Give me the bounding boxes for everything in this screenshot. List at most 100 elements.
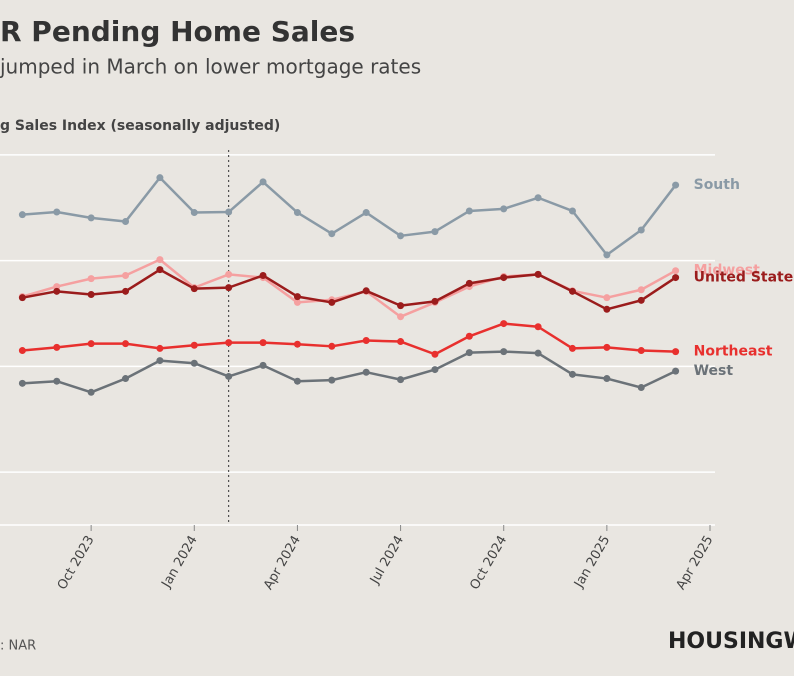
series-point (431, 366, 439, 374)
series-point (293, 340, 301, 348)
series-point (328, 298, 336, 306)
legend-label: Northeast (694, 344, 773, 360)
series-point (672, 367, 680, 375)
series-point (225, 270, 233, 278)
legend-label: United State (694, 270, 794, 286)
source: : NAR (0, 639, 36, 654)
series-point (156, 266, 164, 274)
series-point (397, 302, 405, 310)
series-point (259, 271, 267, 279)
series-point (225, 208, 233, 216)
series-point (122, 340, 130, 348)
series-point (431, 228, 439, 236)
series-point (534, 323, 542, 331)
series-point (362, 209, 370, 217)
series-point (18, 347, 26, 355)
x-tick-label: Apr 2025 (674, 533, 717, 592)
series-point (53, 208, 61, 216)
series-point (87, 214, 95, 222)
series-point (190, 209, 198, 217)
series-point (568, 344, 576, 352)
legend-label: South (694, 177, 740, 193)
series-point (362, 336, 370, 344)
x-tick-label: Apr 2024 (261, 533, 304, 592)
series-point (225, 284, 233, 292)
series-point (156, 357, 164, 365)
series-point (397, 376, 405, 384)
series-point (225, 339, 233, 347)
series-point (362, 287, 370, 295)
series-point (156, 256, 164, 264)
series-point (87, 340, 95, 348)
series-point (259, 339, 267, 347)
legend-label: West (694, 363, 734, 379)
series-point (568, 287, 576, 295)
series-point (190, 341, 198, 349)
series-line (22, 350, 677, 394)
series-point (603, 305, 611, 313)
x-tick-label: Oct 2023 (55, 533, 98, 592)
series-point (500, 320, 508, 328)
series-point (534, 349, 542, 357)
series-point (53, 377, 61, 385)
series-point (465, 332, 473, 340)
series-point (190, 285, 198, 293)
series-point (637, 347, 645, 355)
series-point (328, 376, 336, 384)
series-point (190, 359, 198, 367)
series-point (465, 349, 473, 357)
series-point (465, 207, 473, 215)
series-point (603, 294, 611, 302)
series-point (293, 293, 301, 301)
series-point (397, 232, 405, 240)
series-point (18, 294, 26, 302)
series-point (465, 279, 473, 287)
series-point (122, 271, 130, 279)
series-point (534, 270, 542, 278)
brand: HOUSINGW (668, 629, 794, 654)
y-axis-label: g Sales Index (seasonally adjusted) (0, 118, 280, 134)
series-point (293, 298, 301, 306)
series-point (637, 296, 645, 304)
series-point (672, 181, 680, 189)
series-line (22, 258, 677, 318)
series-point (397, 313, 405, 321)
series-line (22, 176, 677, 257)
series-point (362, 368, 370, 376)
series-point (225, 372, 233, 380)
series-point (603, 343, 611, 351)
legend-label: Midwest (694, 263, 761, 279)
series-point (637, 286, 645, 294)
series-line (22, 322, 676, 356)
series-point (603, 375, 611, 383)
x-tick-label: Jan 2024 (159, 533, 201, 591)
series-point (534, 194, 542, 202)
series-point (672, 267, 680, 275)
series-point (328, 230, 336, 238)
series-point (637, 384, 645, 392)
series-point (53, 287, 61, 295)
series-point (122, 218, 130, 226)
series-point (603, 251, 611, 259)
x-tick-label: Jan 2025 (571, 533, 613, 591)
series-point (637, 226, 645, 234)
series-point (53, 343, 61, 351)
series-point (672, 274, 680, 282)
series-point (18, 211, 26, 219)
series-point (293, 377, 301, 385)
x-tick-label: Jul 2024 (367, 533, 407, 587)
series-point (293, 209, 301, 217)
series-point (259, 361, 267, 369)
series-point (500, 205, 508, 213)
series-point (500, 274, 508, 282)
series-point (672, 348, 680, 356)
series-point (431, 297, 439, 305)
series-point (397, 338, 405, 346)
series-point (156, 174, 164, 182)
chart-title: R Pending Home Sales (0, 15, 355, 48)
series-point (328, 342, 336, 350)
series-point (18, 379, 26, 387)
series-point (568, 207, 576, 215)
